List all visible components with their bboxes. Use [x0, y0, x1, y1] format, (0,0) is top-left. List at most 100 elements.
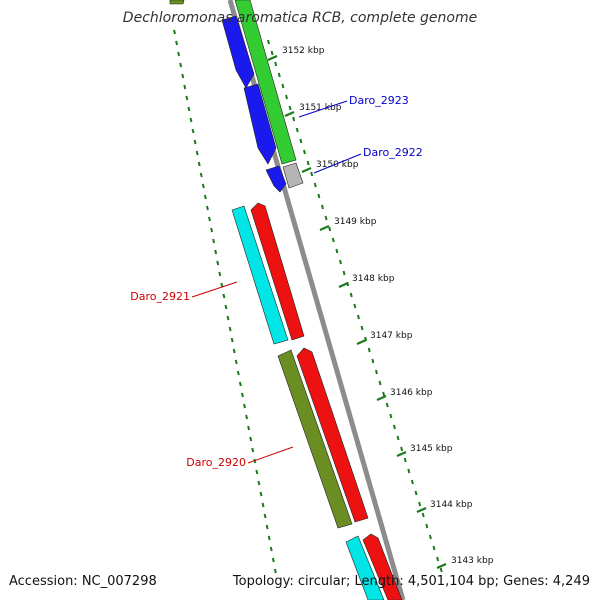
ring-dot: [338, 259, 342, 265]
ring-dot: [269, 546, 273, 552]
ring-dot: [306, 160, 310, 166]
ring-dot: [281, 83, 285, 89]
gene-label-daro_2920[interactable]: Daro_2920: [186, 456, 246, 469]
gene-label-daro_2922[interactable]: Daro_2922: [363, 146, 423, 159]
ring-dot: [203, 194, 207, 200]
cyan-feature-1: [231, 205, 289, 345]
ring-dot: [259, 491, 263, 497]
ring-dot: [321, 204, 324, 210]
olive-feature-2: [277, 349, 353, 529]
ring-dot: [436, 556, 440, 562]
tick-label: 3146 kbp: [390, 388, 433, 398]
ring-dot: [374, 369, 378, 375]
ring-dot: [267, 39, 270, 45]
kbp-ticks: 3152 kbp 3151 kbp 3150 kbp 3149 kbp 3148 kbp…: [267, 46, 494, 570]
gene-label-daro_2921[interactable]: Daro_2921: [130, 290, 190, 303]
tick-mark: [376, 394, 387, 402]
ring-dot: [432, 545, 436, 551]
outer-dotted-ring: [173, 29, 277, 574]
tick-mark: [436, 562, 447, 570]
ring-dot: [378, 380, 382, 386]
ring-dot: [208, 216, 211, 222]
gene-leader-line: [247, 446, 294, 464]
ring-dot: [238, 381, 242, 387]
ring-dot: [392, 424, 396, 430]
tick-mark: [267, 54, 278, 62]
tick-label: 3150 kbp: [316, 160, 359, 170]
ring-dot: [214, 249, 218, 255]
ring-dot: [270, 50, 274, 56]
olive-feature-top: [169, 0, 185, 5]
gene-features: [169, 0, 403, 600]
ring-dot: [271, 557, 275, 563]
ring-dot: [421, 512, 425, 518]
ring-dot: [414, 490, 418, 496]
ring-dot: [179, 62, 183, 68]
ring-dot: [205, 205, 209, 211]
ring-dot: [173, 29, 176, 35]
gene-leader-line: [191, 281, 238, 298]
accession-text: Accession: NC_007298: [9, 574, 157, 589]
ring-dot: [324, 215, 328, 221]
gene-leader-line: [313, 153, 362, 174]
ring-dot: [267, 535, 271, 541]
gene-labels: Daro_2923 Daro_2922 Daro_2921 Daro_2920: [130, 94, 422, 469]
inner-dotted-ring: [267, 39, 443, 573]
ring-dot: [212, 238, 216, 244]
ring-dot: [273, 568, 277, 574]
ring-dot: [249, 436, 253, 442]
ring-dot: [210, 227, 214, 233]
blue-feature-3: [265, 165, 287, 193]
ring-dot: [400, 446, 404, 452]
ring-dot: [224, 304, 228, 310]
ring-dot: [240, 392, 244, 398]
ring-dot: [342, 270, 346, 276]
ring-dot: [226, 315, 230, 321]
ring-dot: [303, 149, 306, 155]
ring-dot: [232, 348, 236, 354]
tick-label: 3151 kbp: [299, 103, 342, 113]
red-feature-3: [362, 533, 403, 600]
ring-dot: [216, 260, 220, 266]
tick-label: 3147 kbp: [370, 331, 413, 341]
tick-label: 3149 kbp: [334, 217, 377, 227]
ring-dot: [193, 139, 197, 145]
ring-dot: [331, 237, 335, 243]
tick-label: 3152 kbp: [282, 46, 325, 56]
tick-label: 3143 kbp: [451, 556, 494, 566]
ring-dot: [187, 106, 191, 112]
ring-dot: [245, 414, 249, 420]
ring-dot: [261, 502, 265, 508]
ring-dot: [353, 303, 357, 309]
ring-dot: [175, 40, 179, 46]
ring-dot: [285, 94, 288, 100]
ring-dot: [220, 282, 224, 288]
ring-dot: [299, 138, 303, 144]
ring-dot: [228, 326, 232, 332]
ring-dot: [201, 183, 205, 189]
gene-leader-line: [298, 100, 348, 118]
ring-dot: [189, 117, 193, 123]
red-feature-2: [296, 347, 369, 523]
ring-dot: [428, 534, 432, 540]
ring-dot: [236, 370, 240, 376]
ring-dot: [183, 84, 187, 90]
ring-dot: [328, 226, 332, 232]
ring-dot: [360, 325, 364, 331]
ring-dot: [274, 61, 278, 67]
tick-mark: [319, 224, 330, 232]
ring-dot: [403, 457, 407, 463]
ring-dot: [292, 116, 296, 122]
tick-label: 3145 kbp: [410, 444, 453, 454]
ring-dot: [335, 248, 339, 254]
ring-dot: [310, 171, 314, 177]
ring-dot: [367, 347, 371, 353]
ring-dot: [255, 469, 259, 475]
ring-dot: [317, 193, 321, 199]
cyan-feature-2: [345, 535, 385, 600]
ring-dot: [222, 293, 226, 299]
gene-label-daro_2923[interactable]: Daro_2923: [349, 94, 409, 107]
page-title: Dechloromonas aromatica RCB, complete ge…: [122, 10, 478, 26]
ring-dot: [181, 73, 185, 79]
